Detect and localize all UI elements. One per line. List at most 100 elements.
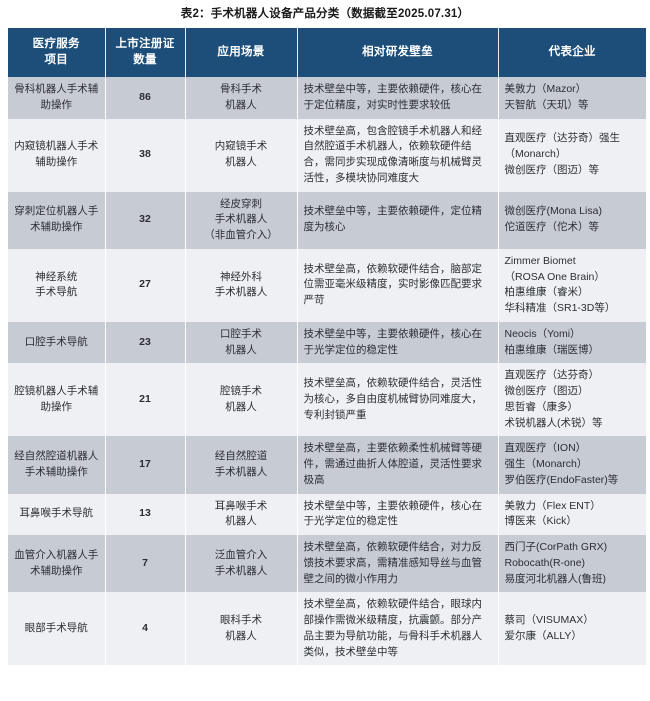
cell-scene-line: 腔镜手术 <box>220 385 262 398</box>
cell-firms-line: 罗伯医疗(EndoFaster)等 <box>504 473 619 486</box>
cell-barrier: 技术壁垒高，依赖软硬件结合，眼球内部操作需微米级精度，抗震颤。部分产品主要为导航… <box>297 592 499 666</box>
cell-scene: 神经外科 手术机器人 <box>185 248 298 322</box>
cell-barrier: 技术壁垒中等，主要依赖硬件，核心在于光学定位的稳定性 <box>297 493 499 536</box>
cell-firms-line: 思哲睿（康多） <box>504 400 579 413</box>
cell-scene-line: 机器人 <box>225 400 257 413</box>
cell-scene-line: 手术机器人 <box>214 286 268 299</box>
cell-firms-line: 华科精准（SR1-3D等） <box>504 302 616 315</box>
cell-service: 神经系统 手术导航 <box>8 248 106 322</box>
cell-firms: 直观医疗（ION） 强生（Monarch） 罗伯医疗(EndoFaster)等 <box>498 436 646 494</box>
table-row: 血管介入机器人手术辅助操作 7 泛血管介入 手术机器人 技术壁垒高，依赖软硬件结… <box>8 535 646 593</box>
table-row: 穿刺定位机器人手术辅助操作 32 经皮穿刺 手术机器人 （非血管介入） 技术壁垒… <box>8 191 646 249</box>
cell-firms-line: 美敦力（Mazor） <box>504 83 587 96</box>
table-row: 骨科机器人手术辅助操作 86 骨科手术 机器人 技术壁垒中等，主要依赖硬件，核心… <box>8 77 646 119</box>
cell-scene-line: 眼科手术 <box>220 614 262 627</box>
column-header-count-line-1: 上市注册证 <box>115 38 175 50</box>
cell-count: 27 <box>105 248 186 322</box>
column-header-count: 上市注册证 数量 <box>105 28 186 78</box>
cell-scene: 腔镜手术 机器人 <box>185 363 298 437</box>
cell-scene-line: 手术机器人 <box>214 564 268 577</box>
cell-firms-line: （ROSA One Brain） <box>504 270 605 283</box>
product-classification-table: 医疗服务 项目 上市注册证 数量 应用场景 相对研发壁垒 代表企业 <box>8 28 646 666</box>
cell-firms-line: 天智航（天玑）等 <box>504 98 589 111</box>
cell-firms-line: 西门子(CorPath GRX) <box>504 541 608 554</box>
cell-firms-line: 柏惠维康（睿米） <box>504 286 589 299</box>
table-row: 神经系统 手术导航 27 神经外科 手术机器人 技术壁垒高，依赖软硬件结合，脑部… <box>8 248 646 322</box>
cell-count: 21 <box>105 363 186 437</box>
cell-scene-line: 神经外科 <box>220 270 262 283</box>
cell-scene-line: 机器人 <box>225 629 257 642</box>
cell-service: 内窥镜机器人手术辅助操作 <box>8 118 106 192</box>
column-header-firms-line-1: 代表企业 <box>548 45 596 58</box>
cell-barrier: 技术壁垒中等，主要依赖硬件，定位精度为核心 <box>297 191 499 249</box>
cell-scene: 骨科手术 机器人 <box>185 77 298 119</box>
cell-service-line: 手术导航 <box>35 286 78 299</box>
cell-firms-line: 美敦力（Flex ENT） <box>504 499 601 512</box>
column-header-count-line-2: 数量 <box>133 53 157 66</box>
cell-firms-line: 直观医疗（达芬奇）强生 <box>504 132 621 145</box>
cell-count: 17 <box>105 436 186 494</box>
table-row: 眼部手术导航 4 眼科手术 机器人 技术壁垒高，依赖软硬件结合，眼球内部操作需微… <box>8 592 646 666</box>
cell-firms-line: 柏惠维康（瑞医博） <box>504 343 600 356</box>
cell-scene-line: 机器人 <box>225 98 257 111</box>
cell-firms-line: Robocath(R-one) <box>504 556 586 569</box>
cell-barrier: 技术壁垒中等，主要依赖硬件，核心在于定位精度，对实时性要求较低 <box>297 77 499 119</box>
cell-firms-line: 术锐机器人(术锐）等 <box>504 416 603 429</box>
cell-scene-line: 骨科手术 <box>220 83 262 96</box>
cell-scene-line: 手术机器人 <box>214 465 268 478</box>
cell-service: 腔镜机器人手术辅助操作 <box>8 363 106 437</box>
cell-count: 13 <box>105 493 186 536</box>
table-row: 口腔手术导航 23 口腔手术 机器人 技术壁垒中等，主要依赖硬件，核心在于光学定… <box>8 321 646 364</box>
table-row: 腔镜机器人手术辅助操作 21 腔镜手术 机器人 技术壁垒高，依赖软硬件结合，灵活… <box>8 363 646 437</box>
column-header-scene-line-1: 应用场景 <box>217 45 265 58</box>
cell-firms-line: 直观医疗（达芬奇） <box>504 369 600 382</box>
cell-barrier: 技术壁垒高，依赖软硬件结合，对力反馈技术要求高，需精准感知导丝与血管壁之间的微小… <box>297 535 499 593</box>
cell-barrier: 技术壁垒中等，主要依赖硬件，核心在于光学定位的稳定性 <box>297 321 499 364</box>
table-header-row: 医疗服务 项目 上市注册证 数量 应用场景 相对研发壁垒 代表企业 <box>8 28 646 78</box>
column-header-barrier: 相对研发壁垒 <box>297 28 499 78</box>
table-row: 经自然腔道机器人手术辅助操作 17 经自然腔道 手术机器人 技术壁垒高，主要依赖… <box>8 436 646 494</box>
cell-firms: 直观医疗（达芬奇） 微创医疗（图迈） 思哲睿（康多） 术锐机器人(术锐）等 <box>498 363 646 437</box>
cell-firms-line: 易度河北机器人(鲁班) <box>504 572 607 585</box>
cell-scene-line: （非血管介入） <box>204 229 278 242</box>
cell-barrier: 技术壁垒高，包含腔镜手术机器人和经自然腔道手术机器人，依赖软硬件结合，需同步实现… <box>297 118 499 192</box>
column-header-scene: 应用场景 <box>185 28 298 78</box>
cell-service: 经自然腔道机器人手术辅助操作 <box>8 436 106 494</box>
column-header-service-line-1: 医疗服务 <box>32 38 80 50</box>
cell-service: 穿刺定位机器人手术辅助操作 <box>8 191 106 249</box>
cell-firms-line: 佗道医疗（佗术）等 <box>504 221 600 234</box>
cell-service: 血管介入机器人手术辅助操作 <box>8 535 106 593</box>
cell-service: 耳鼻喉手术导航 <box>8 493 106 536</box>
cell-firms-line: 微创医疗（图迈）等 <box>504 163 600 176</box>
cell-firms-line: （Monarch） <box>504 148 567 161</box>
cell-firms-line: 直观医疗（ION） <box>504 442 587 455</box>
cell-count: 4 <box>105 592 186 666</box>
cell-scene: 经皮穿刺 手术机器人 （非血管介入） <box>185 191 298 249</box>
cell-count: 86 <box>105 77 186 119</box>
cell-scene-line: 经自然腔道 <box>214 450 268 463</box>
column-header-service: 医疗服务 项目 <box>8 28 106 78</box>
column-header-firms: 代表企业 <box>498 28 646 78</box>
column-header-barrier-line-1: 相对研发壁垒 <box>362 45 433 58</box>
cell-firms: 蔡司（VISUMAX） 爱尔康（ALLY） <box>498 592 646 666</box>
cell-scene-line: 机器人 <box>225 343 257 356</box>
cell-scene: 经自然腔道 手术机器人 <box>185 436 298 494</box>
cell-firms-line: 微创医疗（图迈） <box>504 385 589 398</box>
cell-service-line: 神经系统 <box>35 270 78 283</box>
cell-firms: Neocis（Yomi） 柏惠维康（瑞医博） <box>498 321 646 364</box>
cell-scene-line: 机器人 <box>225 156 257 169</box>
table-row: 内窥镜机器人手术辅助操作 38 内窥镜手术 机器人 技术壁垒高，包含腔镜手术机器… <box>8 118 646 192</box>
table-row: 耳鼻喉手术导航 13 耳鼻喉手术 机器人 技术壁垒中等，主要依赖硬件，核心在于光… <box>8 493 646 536</box>
cell-scene-line: 手术机器人 <box>214 213 268 226</box>
table-body: 骨科机器人手术辅助操作 86 骨科手术 机器人 技术壁垒中等，主要依赖硬件，核心… <box>8 77 646 666</box>
cell-firms: 美敦力（Flex ENT） 博医来（Kick） <box>498 493 646 536</box>
cell-service: 口腔手术导航 <box>8 321 106 364</box>
cell-count: 32 <box>105 191 186 249</box>
cell-firms: 美敦力（Mazor） 天智航（天玑）等 <box>498 77 646 119</box>
cell-firms-line: 博医来（Kick） <box>504 515 577 528</box>
cell-barrier: 技术壁垒高，主要依赖柔性机械臂等硬件，需通过曲折人体腔道，灵活性要求极高 <box>297 436 499 494</box>
cell-scene: 口腔手术 机器人 <box>185 321 298 364</box>
cell-service: 眼部手术导航 <box>8 592 106 666</box>
cell-scene: 眼科手术 机器人 <box>185 592 298 666</box>
